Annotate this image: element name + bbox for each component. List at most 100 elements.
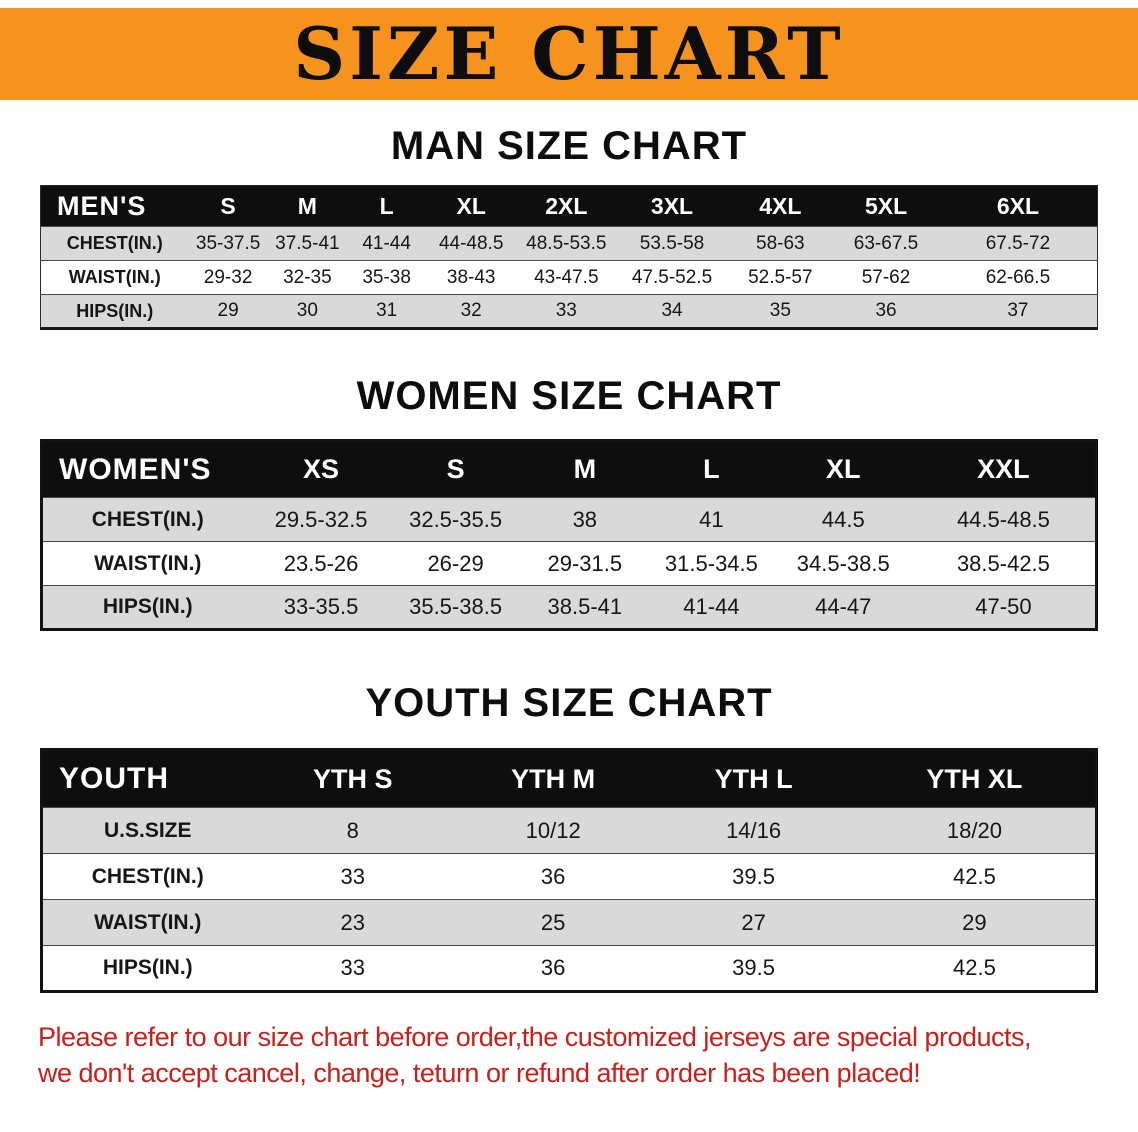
size-cell: 58-63 xyxy=(756,232,805,254)
women-size-section: WOMEN SIZE CHART WOMEN'S XS S M L XL XXL xyxy=(0,374,1138,631)
size-cell: 33 xyxy=(340,955,365,980)
size-cell: 35-38 xyxy=(362,266,411,288)
size-column-header: YTH M xyxy=(452,749,654,808)
size-column-header: XXL xyxy=(911,440,1097,498)
disclaimer-text: Please refer to our size chart before or… xyxy=(38,1019,1128,1092)
size-cell: 34.5-38.5 xyxy=(796,550,890,576)
size-cell: 38-43 xyxy=(446,266,496,288)
size-cell: 23.5-26 xyxy=(283,550,359,576)
size-cell: 62-66.5 xyxy=(985,266,1051,288)
size-cell: 14/16 xyxy=(726,817,782,843)
size-column-header: S xyxy=(389,440,522,498)
size-column-header: M xyxy=(521,440,649,498)
page-title: SIZE CHART xyxy=(293,11,845,96)
size-cell: 63-67.5 xyxy=(853,232,919,254)
size-cell: 31 xyxy=(376,300,398,321)
womens-header-row: WOMEN'S XS S M L XL XXL xyxy=(41,440,1097,498)
size-cell: 37 xyxy=(1007,300,1029,321)
womens-corner-label: WOMEN'S xyxy=(41,440,253,498)
table-row: WAIST(IN.) 29-32 32-35 35-38 38-43 43-47… xyxy=(40,260,1098,295)
disclaimer-line-1: Please refer to our size chart before or… xyxy=(38,1022,1032,1052)
size-cell: 44.5 xyxy=(821,506,865,532)
size-cell: 27 xyxy=(741,909,766,935)
size-cell: 38 xyxy=(572,506,598,532)
row-label: U.S.SIZE xyxy=(103,818,192,842)
youth-header-row: YOUTH YTH S YTH M YTH L YTH XL xyxy=(41,749,1097,808)
youth-corner-label: YOUTH xyxy=(41,749,253,808)
size-cell: 29.5-32.5 xyxy=(274,506,368,532)
size-cell: 47-50 xyxy=(975,594,1032,619)
size-column-header: YTH XL xyxy=(853,749,1097,808)
size-cell: 29 xyxy=(962,909,987,935)
size-column-header: 5XL xyxy=(833,185,939,227)
size-column-header: L xyxy=(347,185,427,227)
size-cell: 32 xyxy=(460,300,482,321)
size-cell: 38.5-42.5 xyxy=(956,550,1050,576)
size-cell: 35-37.5 xyxy=(195,232,261,254)
size-cell: 42.5 xyxy=(952,863,996,889)
size-cell: 35 xyxy=(769,300,791,321)
table-row: U.S.SIZE 8 10/12 14/16 18/20 xyxy=(41,807,1097,854)
row-label: CHEST(IN.) xyxy=(66,233,163,253)
size-cell: 41 xyxy=(699,506,724,532)
size-column-header: XL xyxy=(426,185,517,227)
size-cell: 18/20 xyxy=(946,817,1002,843)
size-cell: 42.5 xyxy=(952,955,996,980)
womens-size-table: WOMEN'S XS S M L XL XXL CHEST(IN.) 29.5-… xyxy=(40,439,1098,631)
youth-section-heading: YOUTH SIZE CHART xyxy=(365,681,773,725)
row-label: HIPS(IN.) xyxy=(102,956,193,979)
banner: SIZE CHART xyxy=(0,8,1138,100)
size-cell: 39.5 xyxy=(732,955,775,980)
size-cell: 30 xyxy=(296,300,318,321)
size-cell: 57-62 xyxy=(861,266,911,288)
size-cell: 48.5-53.5 xyxy=(526,232,607,254)
size-column-header: L xyxy=(648,440,775,498)
size-cell: 37.5-41 xyxy=(275,232,340,254)
row-label: HIPS(IN.) xyxy=(76,300,154,321)
table-row: CHEST(IN.) 35-37.5 37.5-41 41-44 44-48.5… xyxy=(40,226,1098,261)
size-cell: 67.5-72 xyxy=(985,232,1051,254)
women-section-heading: WOMEN SIZE CHART xyxy=(356,374,782,418)
size-column-header: M xyxy=(267,185,347,227)
size-column-header: XL xyxy=(774,440,912,498)
mens-header-row: MEN'S S M L XL 2XL 3XL 4XL 5XL 6XL xyxy=(40,185,1098,227)
man-section-heading: MAN SIZE CHART xyxy=(390,124,748,168)
size-cell: 36 xyxy=(540,955,566,980)
youth-size-section: YOUTH SIZE CHART YOUTH YTH S YTH M YTH L… xyxy=(0,681,1138,993)
size-cell: 52.5-57 xyxy=(748,266,813,288)
mens-corner-label: MEN'S xyxy=(40,185,189,227)
size-cell: 35.5-38.5 xyxy=(409,594,503,619)
table-row: HIPS(IN.) 29 30 31 32 33 34 35 36 37 xyxy=(40,294,1098,329)
size-cell: 43-47.5 xyxy=(534,266,599,288)
size-cell: 44.5-48.5 xyxy=(956,506,1050,532)
youth-size-table: YOUTH YTH S YTH M YTH L YTH XL U.S.SIZE … xyxy=(40,748,1098,993)
table-row: CHEST(IN.) 29.5-32.5 32.5-35.5 38 41 44.… xyxy=(41,497,1097,542)
mens-size-table: MEN'S S M L XL 2XL 3XL 4XL 5XL 6XL CHEST… xyxy=(40,185,1098,330)
size-cell: 33-35.5 xyxy=(283,594,359,619)
size-cell: 33 xyxy=(555,300,577,321)
size-cell: 41-44 xyxy=(362,232,411,254)
size-column-header: XS xyxy=(252,440,390,498)
size-cell: 36 xyxy=(540,863,566,889)
size-cell: 44-48.5 xyxy=(438,232,504,254)
size-cell: 8 xyxy=(346,817,359,843)
row-label: WAIST(IN.) xyxy=(94,551,202,575)
size-cell: 33 xyxy=(340,863,365,889)
size-column-header: YTH S xyxy=(252,749,453,808)
size-cell: 34 xyxy=(661,300,683,321)
size-cell: 36 xyxy=(875,300,897,321)
size-column-header: S xyxy=(188,185,268,227)
size-cell: 29 xyxy=(217,300,239,321)
disclaimer-line-2: we don't accept cancel, change, teturn o… xyxy=(38,1058,921,1089)
size-column-header: 2XL xyxy=(516,185,617,227)
row-label: WAIST(IN.) xyxy=(94,910,202,934)
size-cell: 53.5-58 xyxy=(639,232,705,254)
size-cell: 26-29 xyxy=(427,550,484,576)
size-cell: 32-35 xyxy=(283,266,332,288)
size-cell: 31.5-34.5 xyxy=(664,550,758,576)
size-cell: 47.5-52.5 xyxy=(631,266,713,288)
size-cell: 38.5-41 xyxy=(547,594,623,619)
table-row: HIPS(IN.) 33-35.5 35.5-38.5 38.5-41 41-4… xyxy=(41,585,1097,630)
size-cell: 41-44 xyxy=(683,594,740,619)
row-label: CHEST(IN.) xyxy=(91,864,204,888)
